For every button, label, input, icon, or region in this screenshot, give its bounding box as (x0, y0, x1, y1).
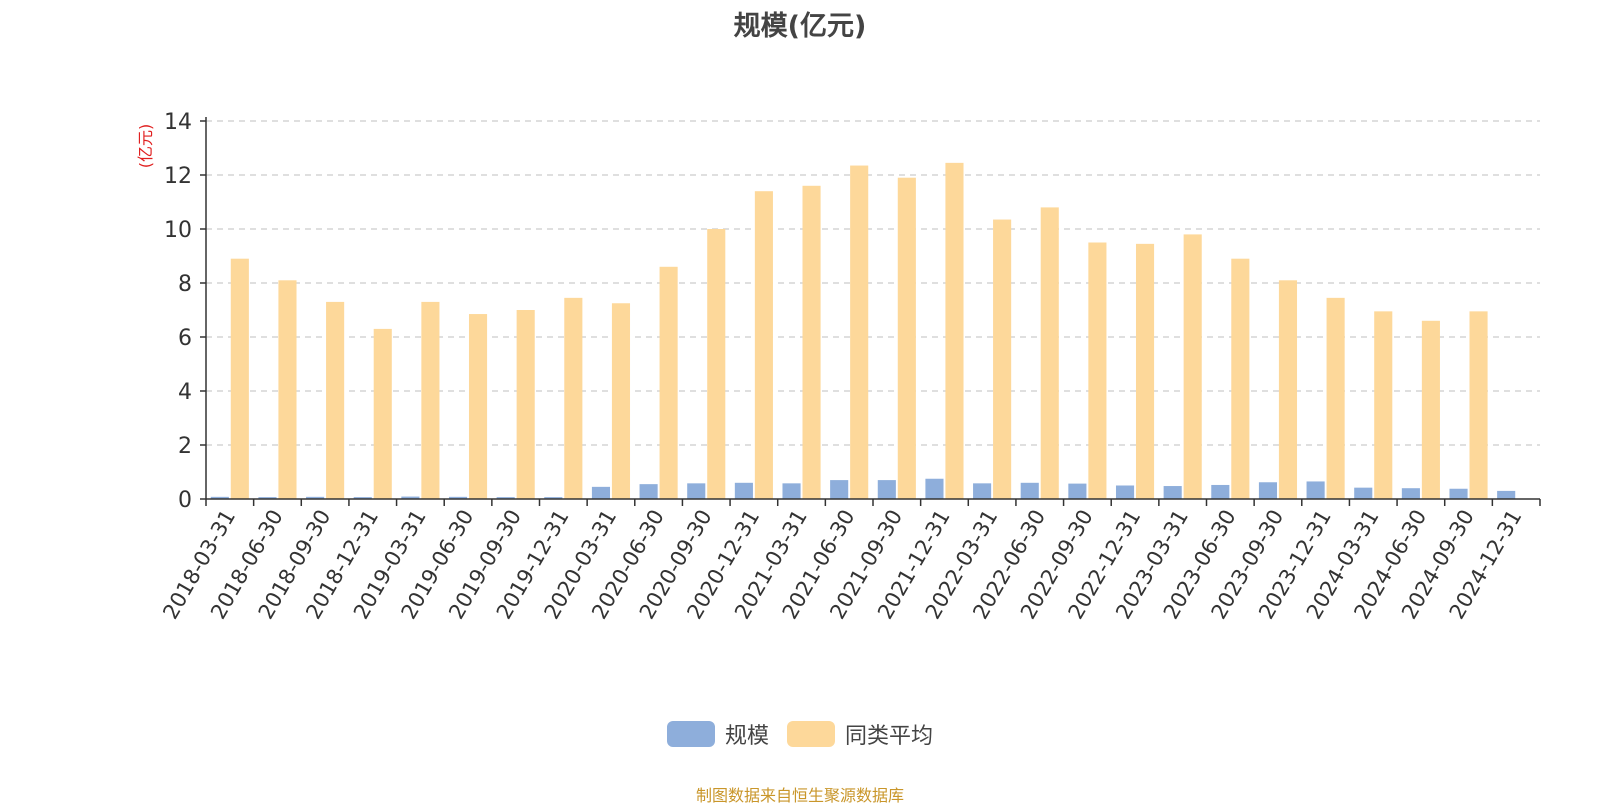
axes (200, 117, 1541, 506)
bar-peer-average (421, 301, 440, 499)
bars (210, 162, 1516, 500)
axis-labels: 02468101214(亿元)2018-03-312018-06-302018-… (136, 110, 1527, 623)
bar-scale (591, 486, 611, 499)
y-tick-label: 14 (164, 110, 192, 135)
bar-peer-average (1374, 311, 1393, 499)
bar-peer-average (993, 219, 1012, 500)
bar-scale (782, 483, 801, 499)
bar-scale (973, 483, 992, 499)
bar-peer-average (278, 280, 297, 499)
y-tick-label: 8 (178, 272, 192, 297)
bar-scale (1354, 487, 1373, 499)
y-tick-label: 12 (164, 164, 192, 189)
legend-swatch-scale (666, 721, 715, 747)
bar-scale (401, 496, 420, 499)
bar-scale (210, 496, 229, 499)
bar-peer-average (1278, 280, 1298, 499)
bar-peer-average (1326, 297, 1345, 499)
y-tick-label: 10 (164, 218, 192, 243)
bar-scale (544, 497, 563, 499)
legend-item-scale[interactable]: 规模 (666, 718, 769, 750)
legend-label-peer-average: 同类平均 (845, 724, 934, 749)
legend-item-peer-average[interactable]: 同类平均 (787, 718, 933, 750)
bar-scale (830, 480, 849, 499)
bar-peer-average (1231, 258, 1250, 499)
legend: 规模 同类平均 (0, 718, 1600, 750)
bar-scale (1401, 488, 1420, 499)
bar-scale (353, 497, 372, 499)
bar-scale (925, 478, 944, 499)
legend-label-scale: 规模 (724, 724, 769, 749)
bar-peer-average (326, 301, 345, 499)
legend-swatch-peer-average (787, 721, 835, 747)
bar-peer-average (850, 165, 869, 500)
bar-scale (306, 496, 325, 499)
bar-scale (496, 497, 515, 499)
bar-peer-average (611, 303, 631, 499)
bar-peer-average (1135, 243, 1155, 499)
bar-peer-average (516, 310, 535, 499)
bar-peer-average (468, 314, 488, 499)
bar-peer-average (945, 162, 964, 499)
bar-scale (1068, 483, 1087, 499)
bar-scale (1306, 481, 1325, 499)
bar-peer-average (564, 297, 583, 499)
bar-peer-average (373, 328, 392, 499)
bar-peer-average (659, 266, 678, 499)
bar-peer-average (754, 191, 773, 499)
bar-scale (639, 484, 658, 499)
bar-peer-average (897, 177, 916, 499)
bar-scale (877, 480, 896, 499)
bar-peer-average (1040, 207, 1059, 499)
bar-peer-average (802, 185, 821, 500)
bar-scale (258, 497, 277, 499)
bar-scale (1163, 486, 1182, 499)
bar-scale (687, 483, 706, 499)
y-tick-label: 6 (178, 326, 192, 351)
bar-scale (448, 496, 468, 499)
y-tick-label: 0 (178, 488, 192, 513)
bar-peer-average (230, 258, 249, 499)
bar-peer-average (1421, 320, 1440, 499)
bar-scale (734, 482, 753, 499)
y-tick-label: 4 (178, 380, 192, 405)
bar-peer-average (1183, 234, 1202, 499)
y-axis-label: (亿元) (136, 124, 155, 169)
bar-scale (1258, 482, 1278, 499)
bar-scale (1115, 485, 1135, 499)
bar-peer-average (1469, 311, 1488, 499)
y-tick-label: 2 (178, 434, 192, 459)
bar-scale (1211, 484, 1230, 499)
bar-scale (1497, 490, 1516, 499)
bar-peer-average (707, 229, 726, 499)
bar-peer-average (1088, 242, 1107, 499)
bar-scale (1020, 482, 1039, 499)
chart-title: 规模(亿元) (733, 11, 867, 42)
bar-scale (1449, 488, 1468, 499)
source-note: 制图数据来自恒生聚源数据库 (695, 786, 904, 805)
